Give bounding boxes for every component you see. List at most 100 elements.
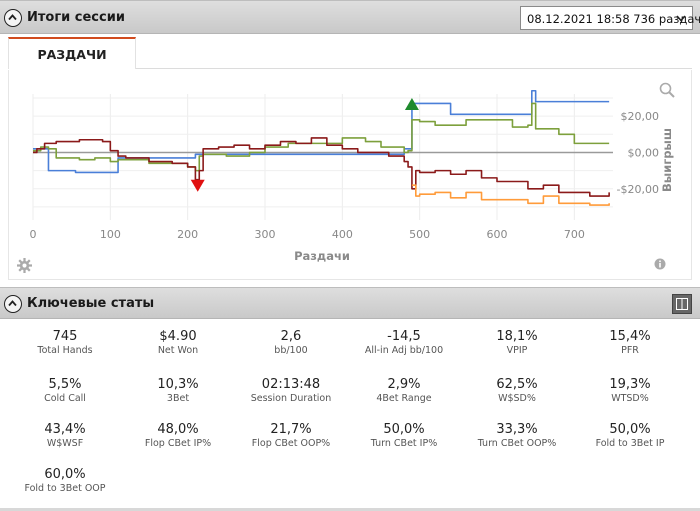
stat-label: Total Hands: [37, 345, 93, 356]
stat-value: 33,3%: [496, 422, 538, 437]
stat-label: VPIP: [506, 345, 528, 356]
key-stats-header: Ключевые статы: [0, 287, 700, 319]
winnings-chart: 0 100 200 300 400 500 600 700 $20,00 $0,00 -$20,0…: [8, 70, 692, 280]
stat-value: 02:13:48: [261, 377, 321, 392]
collapse-session-button[interactable]: [4, 9, 22, 27]
stat-label: Net Won: [157, 345, 199, 356]
stat-value: 50,0%: [609, 422, 651, 437]
winnings-chart-svg: 0 100 200 300 400 500 600 700 $20,00 $0,00 -$20,0…: [30, 89, 674, 263]
collapse-stats-button[interactable]: [4, 295, 22, 313]
stat-label: All-in Adj bb/100: [364, 345, 444, 356]
y-tick-label: $20,00: [621, 110, 660, 123]
stat-label: Turn CBet IP%: [370, 438, 438, 449]
x-tick-label: 200: [177, 228, 198, 241]
session-summary-title: Итоги сессии: [27, 10, 125, 25]
series-line-green: [33, 102, 610, 172]
stat-cell: 33,3% Turn CBet OOP%: [459, 422, 575, 449]
y-tick-label: $0,00: [628, 146, 660, 159]
stat-cell: 15,4% PFR: [572, 329, 688, 356]
max-marker-triangle: [404, 98, 419, 110]
stat-label: Session Duration: [250, 393, 332, 404]
series-line-darkred: [33, 137, 610, 197]
y-axis-ticks: $20,00 $0,00 -$20,00: [617, 110, 659, 196]
bottom-divider: [0, 508, 700, 511]
x-tick-label: 0: [30, 228, 37, 241]
stat-value: 10,3%: [157, 377, 199, 392]
stat-label: Flop CBet OOP%: [251, 438, 331, 449]
chart-grid: [32, 94, 613, 220]
x-tick-label: 100: [100, 228, 121, 241]
session-summary-header: Итоги сессии 08.12.2021 18:58 736 раздач…: [0, 0, 700, 34]
stat-value: 21,7%: [270, 422, 312, 437]
stat-label: 4Bet Range: [376, 393, 432, 404]
stat-label: Fold to 3Bet OOP: [24, 483, 106, 494]
stat-value: 19,3%: [609, 377, 651, 392]
stat-value: -14,5: [387, 329, 421, 344]
stat-cell: 5,5% Cold Call: [7, 377, 123, 404]
stat-cell: 18,1% VPIP: [459, 329, 575, 356]
stat-cell: 43,4% W$WSF: [7, 422, 123, 449]
key-stats-title: Ключевые статы: [27, 296, 155, 311]
stat-value: $4.90: [159, 329, 197, 344]
stat-label: Turn CBet OOP%: [477, 438, 557, 449]
stat-cell: 02:13:48 Session Duration: [233, 377, 349, 404]
stat-label: W$SD%: [498, 393, 536, 404]
columns-icon: [676, 298, 688, 310]
stat-value: 60,0%: [44, 467, 86, 482]
x-axis-label: Раздачи: [294, 249, 350, 263]
stat-label: Flop CBet IP%: [144, 438, 212, 449]
stat-label: W$WSF: [46, 438, 84, 449]
stat-cell: 62,5% W$SD%: [459, 377, 575, 404]
series-line-orange: [411, 184, 610, 206]
min-marker-triangle: [190, 179, 205, 192]
stat-value: 15,4%: [609, 329, 651, 344]
stat-cell: 745 Total Hands: [7, 329, 123, 356]
session-selector[interactable]: 08.12.2021 18:58 736 раздач): [520, 6, 700, 30]
x-tick-label: 500: [409, 228, 430, 241]
gear-icon[interactable]: [17, 258, 32, 273]
stat-cell: 10,3% 3Bet: [120, 377, 236, 404]
stat-cell: $4.90 Net Won: [120, 329, 236, 356]
stat-cell: 48,0% Flop CBet IP%: [120, 422, 236, 449]
stat-label: Cold Call: [44, 393, 86, 404]
stat-cell: -14,5 All-in Adj bb/100: [346, 329, 462, 356]
stat-cell: 50,0% Fold to 3Bet IP: [572, 422, 688, 449]
chevron-down-icon: [676, 15, 686, 22]
stat-cell: 19,3% WTSD%: [572, 377, 688, 404]
stat-cell: 21,7% Flop CBet OOP%: [233, 422, 349, 449]
y-axis-label: Выигрыш: [660, 128, 674, 192]
stat-value: 50,0%: [383, 422, 425, 437]
x-tick-label: 400: [332, 228, 353, 241]
y-tick-label: -$20,00: [617, 183, 659, 196]
stat-value: 43,4%: [44, 422, 86, 437]
chart-markers: [190, 98, 419, 192]
stat-value: 2,6: [280, 329, 302, 344]
x-tick-label: 700: [564, 228, 585, 241]
stat-label: PFR: [621, 345, 639, 356]
stat-value: 18,1%: [496, 329, 538, 344]
stat-label: WTSD%: [611, 393, 649, 404]
x-tick-label: 600: [487, 228, 508, 241]
stat-value: 745: [52, 329, 78, 344]
stat-label: bb/100: [274, 345, 308, 356]
chevron-up-icon: [8, 300, 17, 307]
x-axis-ticks: 0 100 200 300 400 500 600 700: [30, 228, 585, 241]
stat-label: 3Bet: [166, 393, 190, 404]
zoom-icon[interactable]: [659, 82, 675, 98]
stat-cell: 60,0% Fold to 3Bet OOP: [7, 467, 123, 494]
tab-hands[interactable]: РАЗДАЧИ: [8, 37, 136, 69]
chart-tabbar: РАЗДАЧИ: [8, 37, 692, 69]
stat-value: 5,5%: [48, 377, 82, 392]
layout-toggle-button[interactable]: [672, 294, 692, 314]
chevron-up-icon: [8, 14, 17, 21]
stat-label: Fold to 3Bet IP: [595, 438, 665, 449]
stat-value: 62,5%: [496, 377, 538, 392]
stat-value: 2,9%: [387, 377, 421, 392]
info-icon[interactable]: [654, 258, 666, 270]
x-tick-label: 300: [255, 228, 276, 241]
session-selector-value: 08.12.2021 18:58 736 раздач): [527, 12, 700, 26]
stat-cell: 2,6 bb/100: [233, 329, 349, 356]
chart-lines: [33, 89, 610, 206]
stat-cell: 50,0% Turn CBet IP%: [346, 422, 462, 449]
stat-cell: 2,9% 4Bet Range: [346, 377, 462, 404]
